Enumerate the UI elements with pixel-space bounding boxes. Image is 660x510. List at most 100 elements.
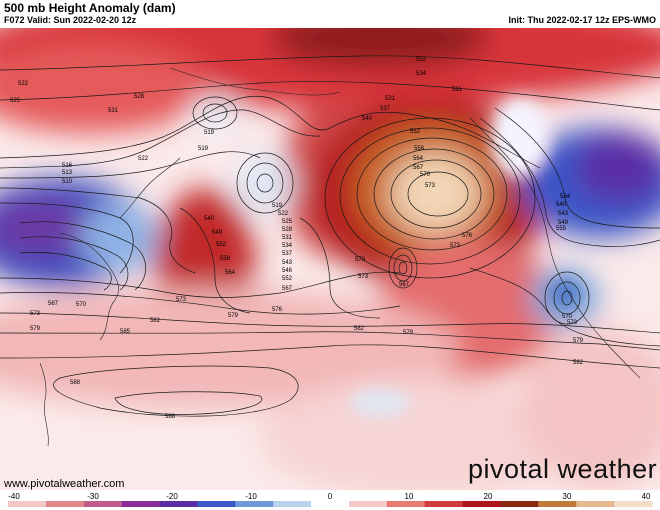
contour-label: 573	[30, 311, 41, 317]
contour-label: 573	[425, 183, 436, 189]
contour-label: 525	[10, 98, 21, 104]
contour-label: 558	[414, 146, 425, 152]
colorbar-swatch	[424, 501, 464, 507]
pivotal-weather-logo: pivotal weather	[468, 454, 658, 484]
contour-label: 534	[560, 194, 571, 200]
contour-label: 564	[225, 270, 236, 276]
colorbar-svg: -40 -30 -20 -10 0 10 20 30 40	[8, 492, 653, 507]
contour-label: 570	[420, 172, 431, 178]
contour-label: 528	[282, 227, 293, 233]
contour-label: 522	[138, 156, 149, 162]
colorbar-swatch	[538, 501, 577, 507]
colorbar-tick-label: 0	[328, 492, 333, 501]
contour-label: 588	[165, 414, 176, 420]
contour-label: 531	[108, 108, 119, 114]
contour-label: 582	[354, 326, 365, 332]
contour-label: 534	[416, 71, 427, 77]
colorbar-tick-label: -30	[87, 492, 99, 501]
contour-label: 588	[70, 380, 81, 386]
contour-label: 534	[282, 243, 293, 249]
contour-label: 579	[228, 313, 239, 319]
contour-label: 522	[278, 211, 289, 217]
contour-label: 519	[204, 130, 215, 136]
colorbar-tick-label: -20	[166, 492, 178, 501]
map-canvas: 522 525 528 531 552 534 531 531 537 540 …	[0, 28, 660, 490]
height-contours	[0, 55, 660, 417]
contour-label: 540	[556, 202, 567, 208]
contour-label: 582	[573, 360, 584, 366]
contour-label: 546	[282, 268, 293, 274]
colorbar-swatch	[311, 501, 350, 507]
contour-label: 540	[204, 216, 215, 222]
contour-label: 585	[120, 329, 131, 335]
contour-label: 579	[573, 338, 584, 344]
colorbar-swatch	[273, 501, 312, 507]
colorbar-swatch	[462, 501, 501, 507]
colorbar-swatch	[83, 501, 123, 507]
contour-label: 573	[358, 274, 369, 280]
contour-labels: 522 525 528 531 552 534 531 531 537 540 …	[10, 57, 584, 420]
anomaly-map: 522 525 528 531 552 534 531 531 537 540 …	[0, 28, 660, 490]
contour-label: 537	[380, 106, 391, 112]
colorbar-swatch	[500, 501, 539, 507]
contour-label: 570	[76, 302, 87, 308]
contour-label: 531	[452, 87, 463, 93]
colorbar: -40 -30 -20 -10 0 10 20 30 40	[0, 490, 660, 510]
contour-label: 570	[562, 314, 573, 320]
contour-label: 570	[355, 257, 366, 263]
contour-label: 576	[272, 307, 283, 313]
site-url: www.pivotalweather.com	[4, 478, 125, 490]
colorbar-swatch	[8, 501, 47, 507]
contour-label: 510	[62, 179, 73, 185]
map-title: 500 mb Height Anomaly (dam)	[4, 1, 176, 15]
contour-label: 528	[134, 94, 145, 100]
contour-label: 537	[282, 251, 293, 257]
contour-label: 552	[216, 242, 227, 248]
map-header: 500 mb Height Anomaly (dam) F072 Valid: …	[0, 0, 660, 28]
colorbar-ticks: -40 -30 -20 -10 0 10 20 30 40	[8, 492, 651, 501]
colorbar-tick-label: 30	[563, 492, 572, 501]
contour-label: 555	[556, 226, 567, 232]
contour-label: 531	[385, 96, 396, 102]
contour-label: 567	[413, 165, 424, 171]
colorbar-swatch	[614, 501, 653, 507]
contour-label: 576	[462, 233, 473, 239]
contour-label: 579	[30, 326, 41, 332]
colorbar-swatch	[159, 501, 198, 507]
colorbar-swatch	[197, 501, 236, 507]
valid-time: F072 Valid: Sun 2022-02-20 12z	[4, 15, 137, 25]
contour-label: 567	[282, 286, 293, 292]
colorbar-swatch	[348, 501, 388, 507]
contour-label: 573	[567, 320, 578, 326]
colorbar-tick-label: 40	[642, 492, 651, 501]
contour-label: 552	[410, 129, 421, 135]
contour-label: 579	[403, 330, 414, 336]
contour-label: 549	[558, 220, 569, 226]
contour-label: 567	[48, 301, 59, 307]
contour-label: 531	[282, 235, 293, 241]
contour-label: 543	[282, 260, 293, 266]
contour-label: 549	[212, 230, 223, 236]
colorbar-tick-label: 10	[405, 492, 414, 501]
contour-label: 582	[150, 318, 161, 324]
contour-label: 573	[450, 243, 461, 249]
colorbar-swatches	[8, 501, 653, 507]
contour-label: 552	[416, 57, 427, 63]
contour-label: 519	[272, 203, 283, 209]
colorbar-swatch	[45, 501, 85, 507]
contour-label: 552	[282, 276, 293, 282]
colorbar-swatch	[386, 501, 426, 507]
contour-label: 543	[558, 211, 569, 217]
colorbar-swatch	[121, 501, 161, 507]
contour-label: 519	[198, 146, 209, 152]
colorbar-tick-label: 20	[484, 492, 493, 501]
colorbar-tick-label: -40	[8, 492, 20, 501]
contour-label: 564	[413, 156, 424, 162]
colorbar-tick-label: -10	[245, 492, 257, 501]
contour-label: 525	[282, 219, 293, 225]
colorbar-swatch	[235, 501, 274, 507]
contour-label: 516	[62, 163, 73, 169]
contour-label: 540	[362, 116, 373, 122]
init-time: Init: Thu 2022-02-17 12z EPS-WMO	[508, 15, 656, 25]
contour-label: 513	[62, 170, 73, 176]
